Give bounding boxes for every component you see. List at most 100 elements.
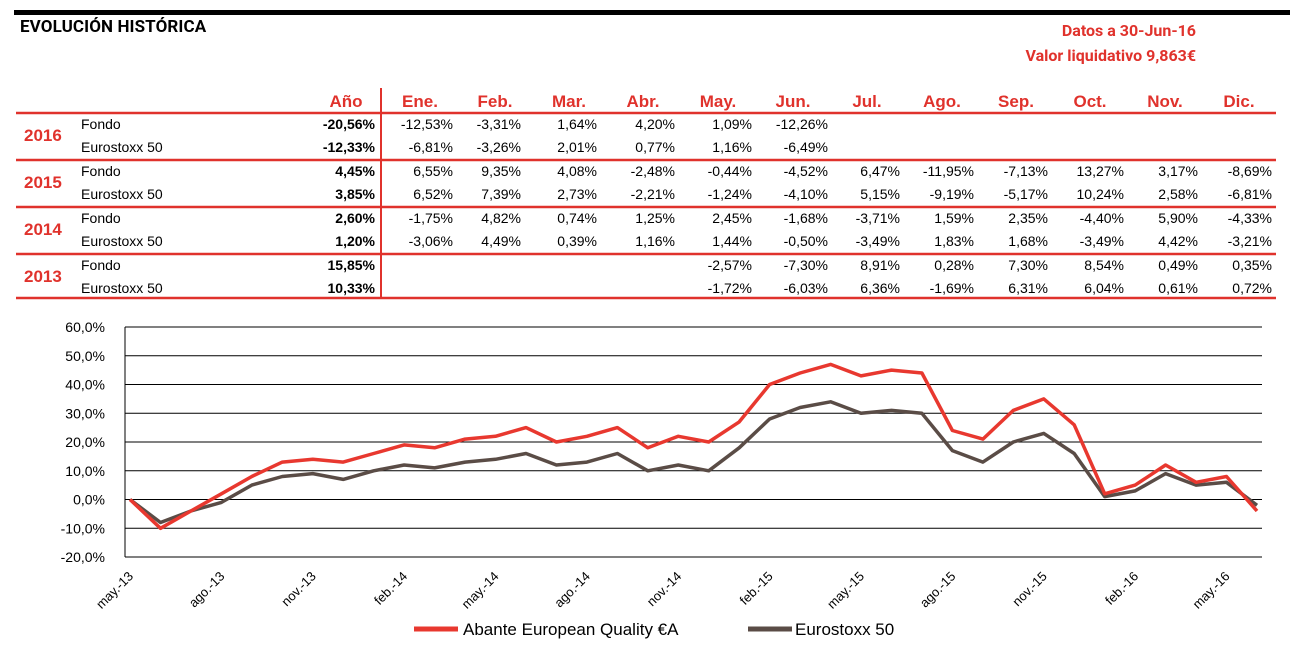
top-rule: [14, 10, 1290, 15]
monthly-return: 1,25%: [635, 210, 675, 226]
monthly-return: -0,50%: [784, 233, 828, 249]
monthly-return: -3,49%: [1080, 233, 1124, 249]
annual-return: -12,33%: [323, 139, 376, 155]
x-tick-label: may.-13: [93, 569, 136, 612]
y-tick-label: 0,0%: [73, 492, 105, 508]
y-tick-label: 60,0%: [65, 319, 105, 335]
monthly-return: -12,53%: [401, 116, 453, 132]
monthly-return: 13,27%: [1077, 163, 1124, 179]
annual-return: 3,85%: [335, 186, 375, 202]
column-header: Abr.: [626, 92, 659, 111]
y-tick-label: -20,0%: [61, 549, 105, 565]
y-tick-label: -10,0%: [61, 520, 105, 536]
monthly-return: 0,28%: [934, 257, 974, 273]
monthly-return: 2,45%: [712, 210, 752, 226]
net-asset-value: Valor liquidativo 9,863€: [1025, 46, 1197, 65]
monthly-return: -4,52%: [784, 163, 828, 179]
monthly-return: -1,68%: [784, 210, 828, 226]
monthly-return: 0,72%: [1232, 280, 1272, 296]
monthly-return: -3,31%: [477, 116, 521, 132]
x-tick-label: may.-14: [459, 569, 502, 612]
row-label: Fondo: [81, 210, 121, 226]
legend-label: Eurostoxx 50: [795, 620, 894, 639]
x-tick-label: nov.-14: [644, 569, 685, 610]
monthly-return: 1,16%: [635, 233, 675, 249]
y-tick-label: 40,0%: [65, 377, 105, 393]
monthly-return: -5,17%: [1004, 186, 1048, 202]
y-tick-label: 50,0%: [65, 348, 105, 364]
monthly-return: 0,35%: [1232, 257, 1272, 273]
column-header: Sep.: [998, 92, 1034, 111]
row-label: Fondo: [81, 163, 121, 179]
y-tick-label: 10,0%: [65, 463, 105, 479]
monthly-return: -4,10%: [784, 186, 828, 202]
monthly-return: -0,44%: [708, 163, 752, 179]
column-header: Año: [329, 92, 362, 111]
monthly-return: 1,59%: [934, 210, 974, 226]
data-date: Datos a 30-Jun-16: [1061, 21, 1196, 40]
row-label: Fondo: [81, 257, 121, 273]
year-label: 2014: [24, 220, 62, 239]
monthly-return: -3,21%: [1228, 233, 1272, 249]
column-header: Jun.: [776, 92, 811, 111]
monthly-return: -8,69%: [1228, 163, 1272, 179]
monthly-return: 9,35%: [481, 163, 521, 179]
monthly-return: 2,73%: [557, 186, 597, 202]
year-label: 2015: [24, 173, 62, 192]
monthly-return: 4,42%: [1158, 233, 1198, 249]
monthly-return: 8,91%: [860, 257, 900, 273]
monthly-return: 1,83%: [934, 233, 974, 249]
x-tick-label: ago.-15: [917, 569, 959, 611]
monthly-return: -6,03%: [784, 280, 828, 296]
monthly-return: 0,77%: [635, 139, 675, 155]
monthly-return: 5,15%: [860, 186, 900, 202]
annual-return: 15,85%: [328, 257, 376, 273]
monthly-return: 1,09%: [712, 116, 752, 132]
monthly-return: -1,24%: [708, 186, 752, 202]
x-tick-label: may.-16: [1190, 569, 1233, 612]
monthly-return: 4,08%: [557, 163, 597, 179]
annual-return: 10,33%: [328, 280, 376, 296]
row-label: Eurostoxx 50: [81, 186, 163, 202]
monthly-return: 0,74%: [557, 210, 597, 226]
column-header: Ago.: [923, 92, 961, 111]
monthly-return: 1,68%: [1008, 233, 1048, 249]
monthly-return: -2,21%: [631, 186, 675, 202]
monthly-return: -4,40%: [1080, 210, 1124, 226]
monthly-return: -1,75%: [409, 210, 453, 226]
monthly-return: 7,30%: [1008, 257, 1048, 273]
monthly-return: 6,04%: [1084, 280, 1124, 296]
monthly-return: 6,31%: [1008, 280, 1048, 296]
column-header: Dic.: [1223, 92, 1254, 111]
x-tick-label: feb.-15: [737, 569, 776, 608]
monthly-return: 1,16%: [712, 139, 752, 155]
monthly-return: 6,55%: [413, 163, 453, 179]
monthly-return: 6,52%: [413, 186, 453, 202]
monthly-return: 6,47%: [860, 163, 900, 179]
x-tick-label: nov.-13: [278, 569, 319, 610]
monthly-return: 0,61%: [1158, 280, 1198, 296]
monthly-return: 0,39%: [557, 233, 597, 249]
performance-chart: -20,0% -10,0% 0,0% 10,0% 20,0% 30,0% 40,0% 50,0…: [61, 319, 1262, 639]
x-tick-label: ago.-13: [186, 569, 228, 611]
column-header: Jul.: [852, 92, 881, 111]
monthly-return: 1,44%: [712, 233, 752, 249]
row-label: Eurostoxx 50: [81, 280, 163, 296]
monthly-return: 10,24%: [1077, 186, 1124, 202]
column-header: Nov.: [1147, 92, 1183, 111]
y-tick-label: 30,0%: [65, 405, 105, 421]
monthly-return: 4,82%: [481, 210, 521, 226]
monthly-return: -4,33%: [1228, 210, 1272, 226]
column-header: Oct.: [1073, 92, 1106, 111]
year-label: 2013: [24, 267, 62, 286]
monthly-return: -3,06%: [409, 233, 453, 249]
monthly-return: 1,64%: [557, 116, 597, 132]
legend-label: Abante European Quality €A: [463, 620, 679, 639]
monthly-return: 4,49%: [481, 233, 521, 249]
x-tick-label: ago.-14: [551, 569, 593, 611]
monthly-return: -7,30%: [784, 257, 828, 273]
monthly-return: 4,20%: [635, 116, 675, 132]
monthly-return: -3,49%: [856, 233, 900, 249]
monthly-return: 8,54%: [1084, 257, 1124, 273]
annual-return: 2,60%: [335, 210, 375, 226]
